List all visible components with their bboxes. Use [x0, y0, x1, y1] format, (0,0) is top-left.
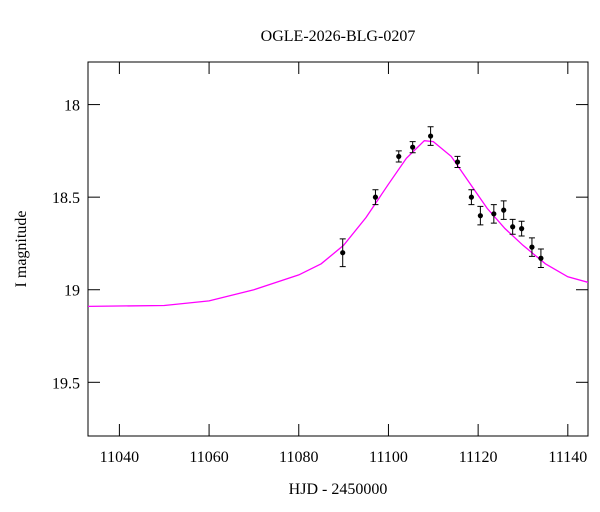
data-point	[372, 194, 379, 200]
data-point	[396, 153, 402, 160]
y-tick-label: 18	[64, 98, 80, 115]
y-tick-label: 19.5	[52, 375, 80, 392]
data-point	[428, 133, 434, 139]
model-curve	[88, 140, 588, 308]
data-point	[529, 244, 535, 250]
data-point	[519, 226, 525, 232]
data-point	[510, 224, 516, 230]
x-tick-label: 11040	[100, 449, 139, 466]
x-tick-label: 11100	[369, 449, 408, 466]
data-point	[477, 213, 483, 219]
data-point	[410, 144, 416, 150]
data-point	[501, 207, 507, 213]
data-point	[454, 159, 461, 165]
plot-frame	[87, 61, 589, 437]
x-tick-label: 11060	[189, 449, 228, 466]
chart-title: OGLE-2026-BLG-0207	[261, 28, 416, 45]
y-tick-label: 19	[64, 283, 80, 300]
data-point	[340, 250, 346, 256]
data-point	[538, 255, 544, 261]
x-axis-label: HJD - 2450000	[289, 481, 388, 498]
y-axis-label: I magnitude	[13, 211, 30, 288]
data-point	[491, 211, 497, 217]
x-tick-label: 11120	[459, 449, 498, 466]
data-point	[468, 194, 475, 200]
x-tick-label: 11080	[279, 449, 318, 466]
x-tick-label: 11140	[548, 449, 587, 466]
y-tick-label: 18.5	[52, 190, 80, 207]
